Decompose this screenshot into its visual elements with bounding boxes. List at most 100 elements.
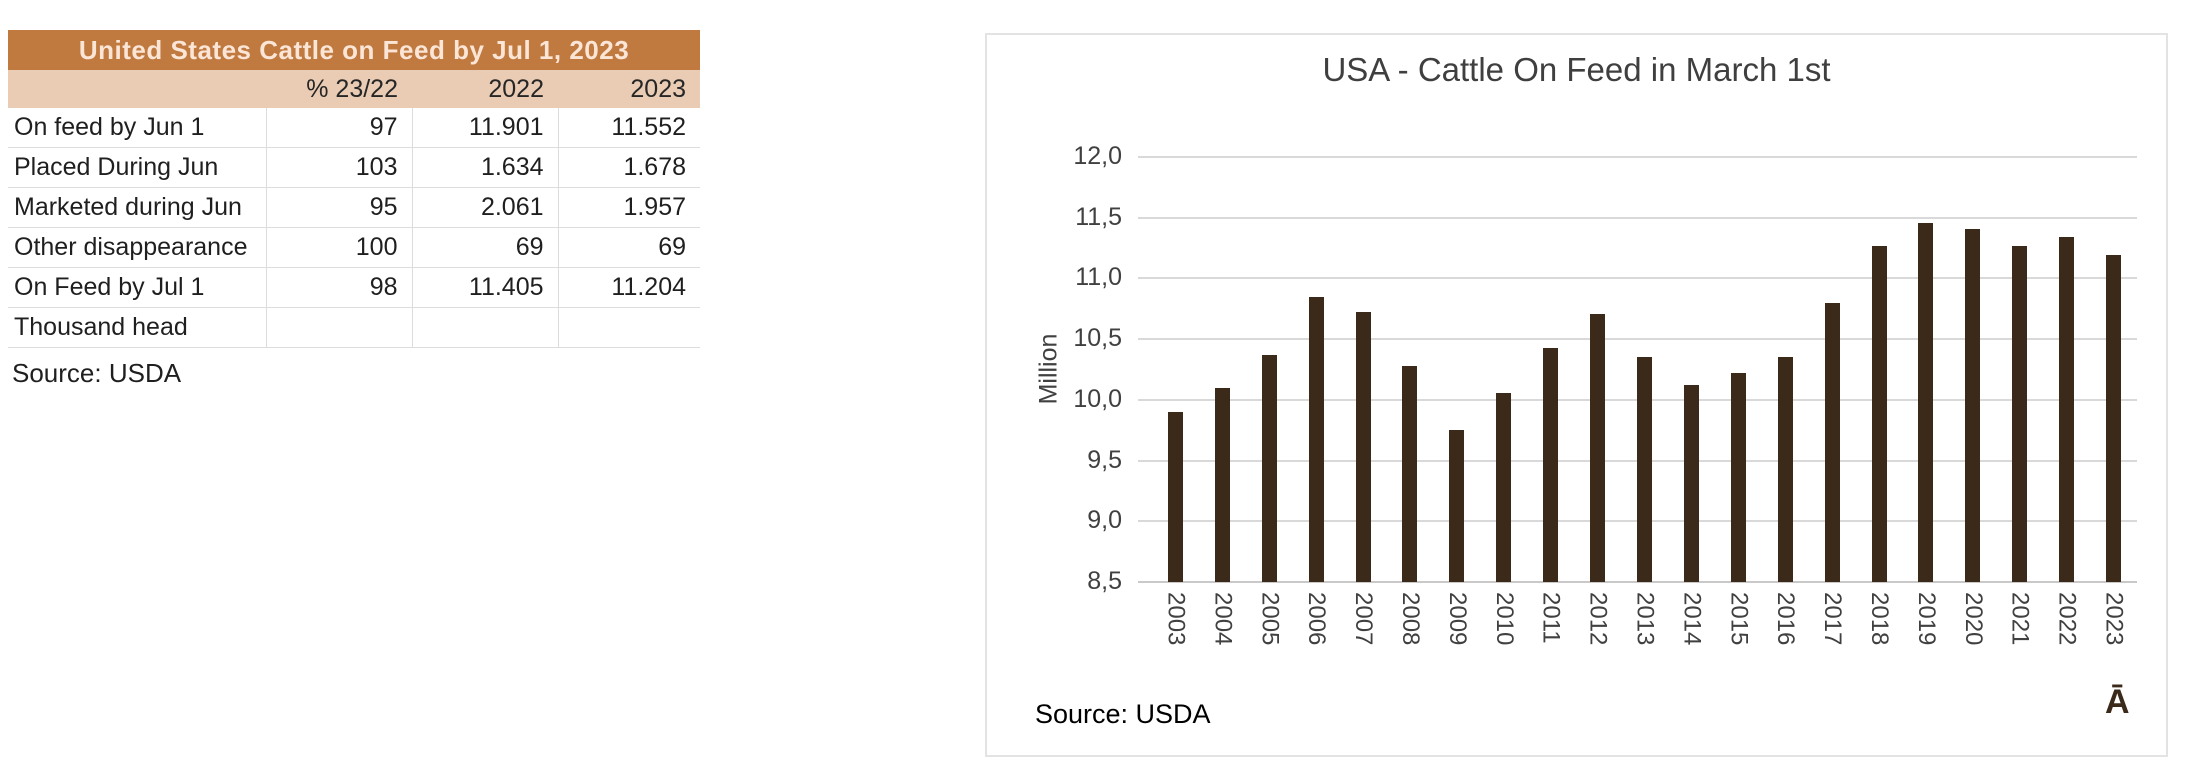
bar-2008 — [1402, 365, 1418, 582]
y-tick-label: 11,5 — [1075, 202, 1122, 231]
bar-2016 — [1777, 357, 1793, 582]
bar-2005 — [1261, 354, 1277, 582]
chart-source-note: Source: USDA — [1035, 699, 1211, 729]
bar-2021 — [2012, 245, 2028, 582]
gridline-8,5 — [1138, 581, 2137, 583]
x-tick-label-2020: 2020 — [1959, 592, 1987, 646]
row-2022: 2.061 — [411, 187, 558, 228]
table-source-note: Source: USDA — [12, 358, 182, 388]
y-tick-label: 9,0 — [1087, 506, 1122, 535]
row-pct: 100 — [265, 227, 412, 268]
row-label: On feed by Jun 1 — [8, 108, 266, 148]
bar-2010 — [1496, 392, 1512, 582]
x-tick-label-2011: 2011 — [1537, 592, 1565, 644]
row-2023: 1.678 — [557, 147, 701, 188]
bar-2003 — [1167, 412, 1183, 582]
y-tick-label: 12,0 — [1073, 142, 1122, 170]
row-pct: 95 — [265, 187, 412, 228]
bar-2012 — [1590, 313, 1606, 582]
x-tick-label-2016: 2016 — [1772, 592, 1800, 646]
bar-2009 — [1449, 430, 1465, 582]
x-tick-label-2006: 2006 — [1303, 592, 1331, 646]
table-title-row: United States Cattle on Feed by Jul 1, 2… — [8, 30, 701, 70]
row-2022: 11.901 — [411, 108, 558, 148]
x-tick-label-2009: 2009 — [1443, 592, 1471, 646]
x-tick-label-2003: 2003 — [1162, 592, 1190, 646]
column-header-2022: 2022 — [412, 70, 558, 108]
chart-title: USA - Cattle On Feed in March 1st — [1322, 51, 1831, 88]
x-tick-label-2017: 2017 — [1819, 592, 1847, 646]
table-header-row: % 23/22 2022 2023 — [8, 70, 701, 108]
row-label: On Feed by Jul 1 — [8, 267, 266, 308]
x-tick-label-2014: 2014 — [1678, 592, 1706, 646]
x-tick-label-2013: 2013 — [1631, 592, 1659, 646]
table-row: Placed During Jun 103 1.634 1.678 — [8, 147, 701, 188]
gridline-10,5 — [1138, 338, 2137, 341]
row-pct: 98 — [265, 267, 412, 308]
chart-plot-area — [1138, 156, 2137, 583]
bar-2017 — [1824, 302, 1840, 582]
bar-2004 — [1214, 387, 1230, 582]
row-pct: 103 — [265, 147, 412, 188]
table-row: On feed by Jun 1 97 11.901 11.552 — [8, 108, 701, 148]
row-2023 — [557, 307, 701, 348]
row-label: Placed During Jun — [8, 147, 266, 188]
table-row: Thousand head — [8, 307, 701, 348]
gridline-12,0 — [1138, 156, 2137, 158]
x-tick-label-2012: 2012 — [1584, 592, 1612, 646]
row-2022 — [411, 307, 558, 348]
bar-2015 — [1730, 373, 1746, 582]
row-label: Thousand head — [8, 307, 266, 348]
row-2023: 69 — [557, 227, 701, 268]
y-tick-label: 11,0 — [1075, 263, 1122, 292]
row-label: Marketed during Jun — [8, 187, 266, 228]
gridline-11,5 — [1138, 216, 2137, 219]
bar-2014 — [1683, 385, 1699, 582]
y-tick-label: 9,5 — [1087, 445, 1122, 474]
bar-2022 — [2059, 237, 2075, 582]
column-header-pct: % 23/22 — [266, 70, 412, 108]
row-pct: 97 — [265, 108, 412, 148]
row-2022: 11.405 — [411, 267, 558, 308]
x-tick-label-2018: 2018 — [1866, 592, 1894, 646]
x-tick-label-2008: 2008 — [1396, 592, 1424, 646]
cattle-on-feed-chart-panel: USA - Cattle On Feed in March 1st Millio… — [985, 33, 2168, 757]
table-row: On Feed by Jul 1 98 11.405 11.204 — [8, 267, 701, 308]
x-tick-label-2005: 2005 — [1256, 592, 1284, 646]
bar-2013 — [1637, 357, 1652, 582]
bar-2007 — [1355, 312, 1371, 582]
row-2022: 1.634 — [411, 147, 558, 188]
cattle-on-feed-table: United States Cattle on Feed by Jul 1, 2… — [8, 30, 701, 389]
bar-2023 — [2106, 255, 2122, 582]
column-header-2023: 2023 — [558, 70, 701, 108]
row-2023: 11.552 — [557, 108, 701, 148]
x-tick-label-2007: 2007 — [1350, 592, 1378, 646]
table-row: Other disappearance 100 69 69 — [8, 227, 701, 268]
column-header-blank — [8, 70, 266, 108]
x-tick-label-2019: 2019 — [1912, 592, 1940, 646]
x-tick-label-2010: 2010 — [1490, 592, 1518, 646]
bar-2018 — [1871, 245, 1887, 582]
x-tick-label-2022: 2022 — [2053, 592, 2081, 646]
bar-2019 — [1918, 222, 1934, 582]
row-2023: 1.957 — [557, 187, 701, 228]
row-2023: 11.204 — [557, 267, 701, 308]
row-label: Other disappearance — [8, 227, 266, 268]
bar-2011 — [1543, 347, 1559, 582]
bar-2006 — [1308, 296, 1324, 582]
brand-watermark-glyph: Ā — [2105, 683, 2130, 721]
y-tick-label: 10,0 — [1073, 384, 1122, 413]
bar-2020 — [1965, 228, 1981, 582]
row-pct — [265, 307, 412, 348]
x-tick-label-2015: 2015 — [1725, 592, 1753, 646]
x-tick-label-2004: 2004 — [1209, 592, 1237, 646]
table-title: United States Cattle on Feed by Jul 1, 2… — [8, 30, 701, 70]
x-tick-label-2021: 2021 — [2006, 592, 2034, 646]
gridline-11,0 — [1138, 277, 2137, 280]
y-tick-label: 10,5 — [1073, 324, 1122, 353]
row-2022: 69 — [411, 227, 558, 268]
cattle-on-feed-table-grid: United States Cattle on Feed by Jul 1, 2… — [8, 30, 701, 348]
x-tick-label-2023: 2023 — [2100, 592, 2128, 646]
table-row: Marketed during Jun 95 2.061 1.957 — [8, 187, 701, 228]
